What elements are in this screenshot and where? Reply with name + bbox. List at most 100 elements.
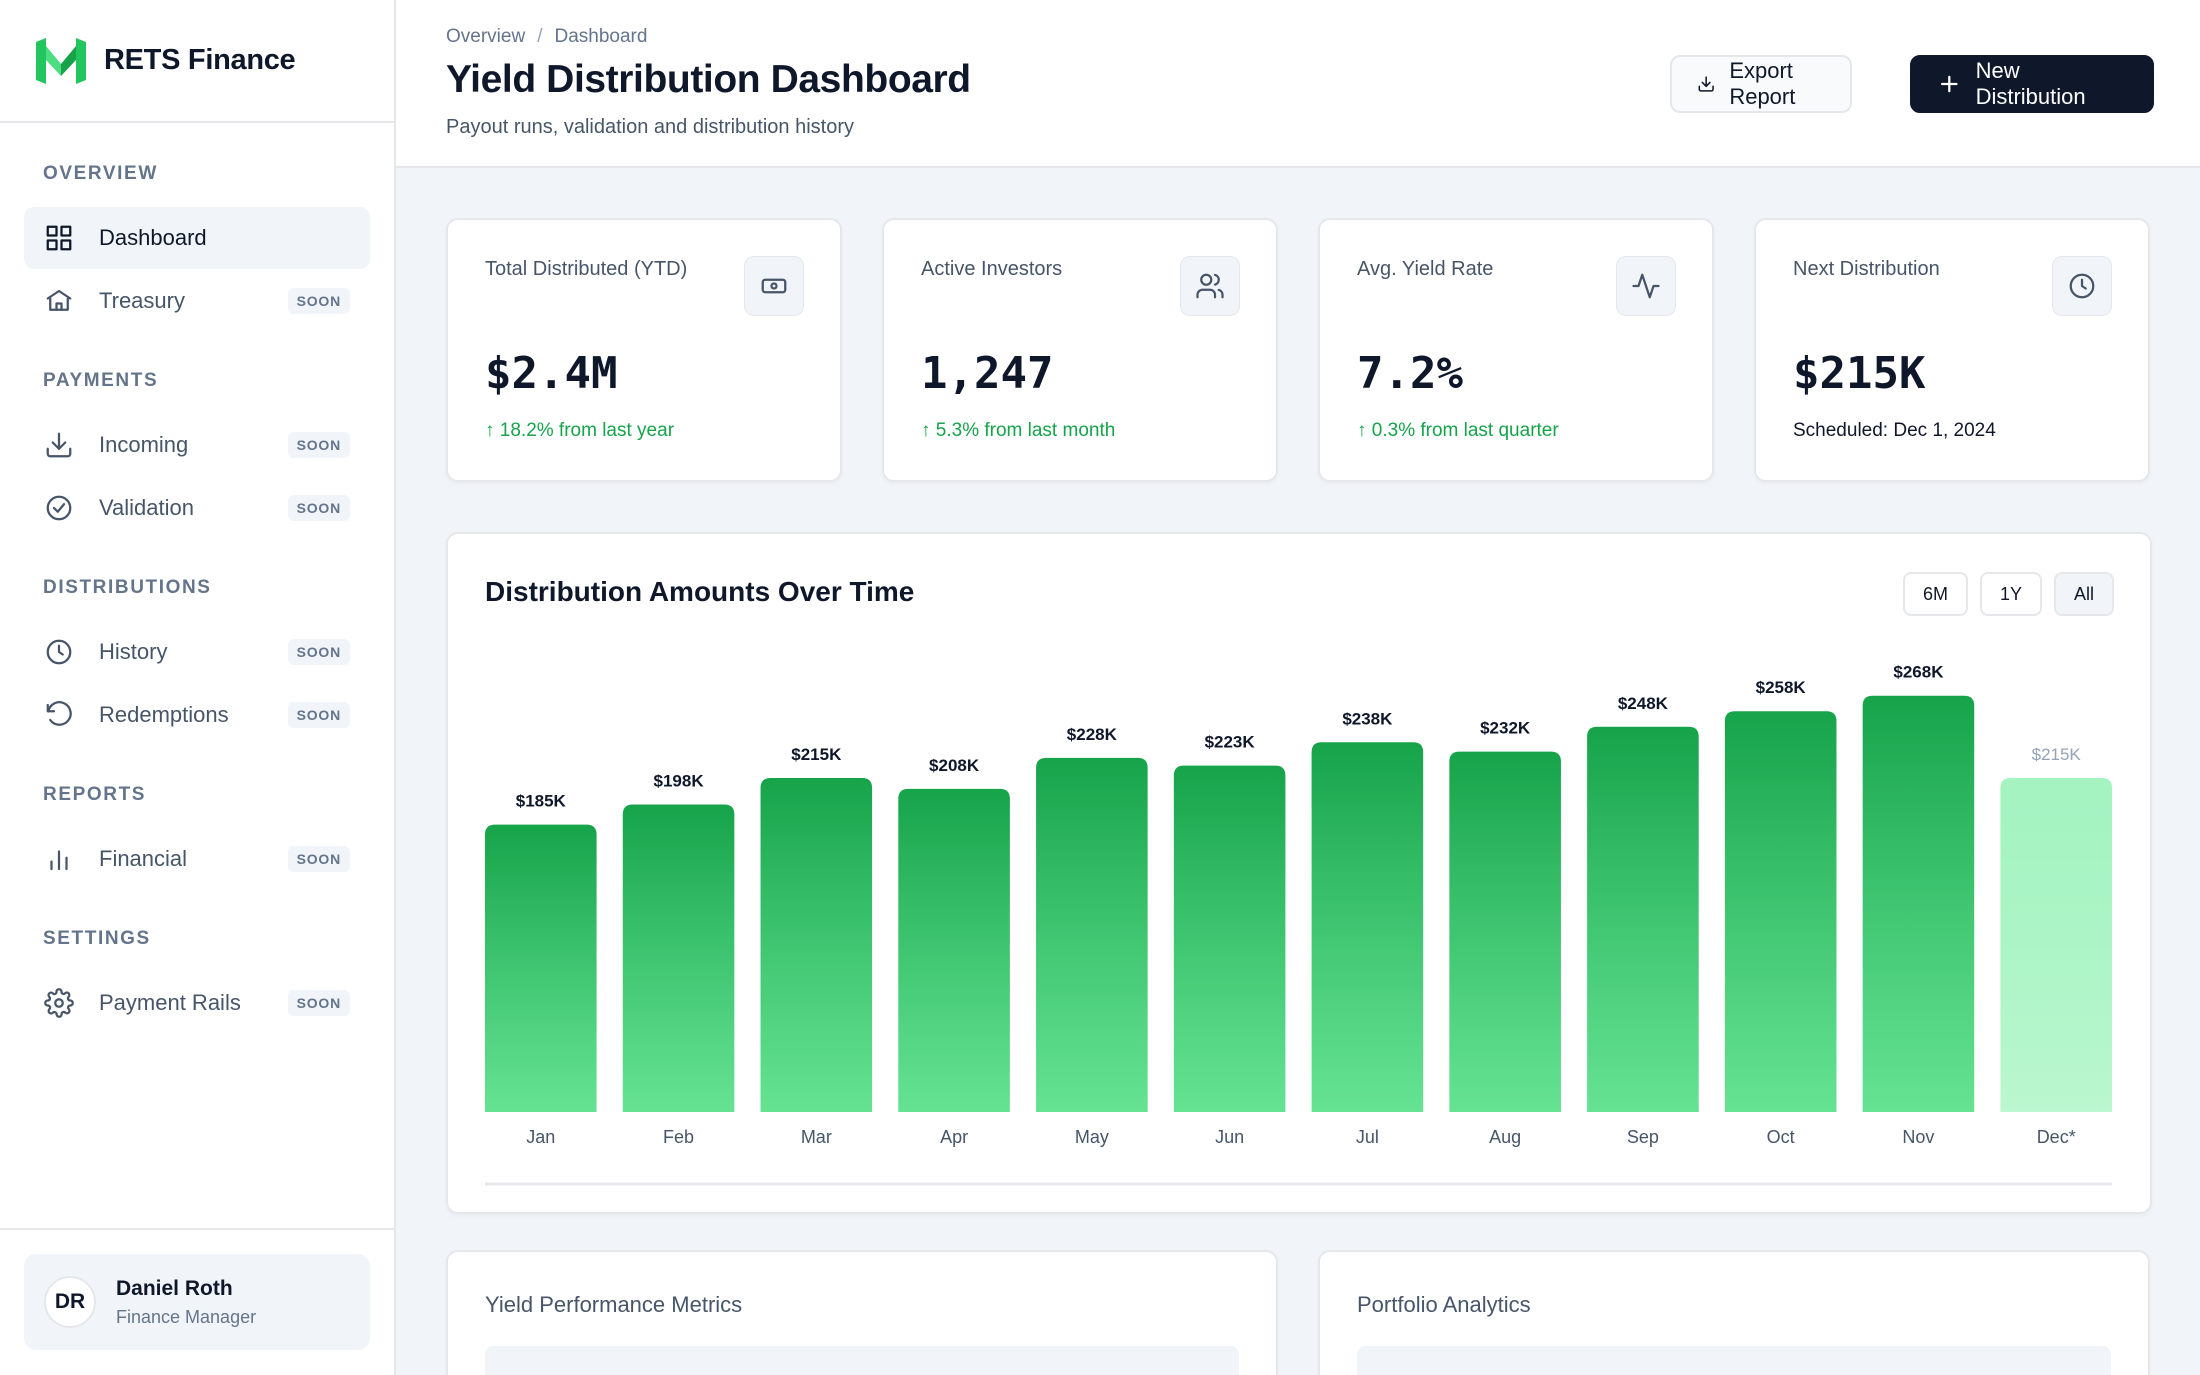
download-icon [43, 429, 75, 461]
clock-icon [43, 636, 75, 668]
clock-icon [2069, 273, 2095, 299]
bar-aug[interactable] [1449, 751, 1561, 1112]
bar-mar[interactable] [760, 778, 873, 1112]
metric-row [1357, 1346, 2111, 1375]
breadcrumb-separator: / [537, 26, 543, 47]
gear-icon [43, 987, 75, 1019]
bar-value-label: $215K [791, 745, 842, 764]
bar-jul[interactable] [1311, 742, 1424, 1112]
x-tick-label: May [1075, 1127, 1109, 1147]
stat-card: Active Investors 1,247 ↑ 5.3% from last mo… [882, 218, 1278, 482]
section-label-payments: PAYMENTS [43, 370, 159, 391]
users-icon [1180, 256, 1240, 316]
bar-chart-icon [43, 843, 75, 875]
sidebar-item-dashboard[interactable]: Dashboard [24, 207, 370, 269]
banknote-icon [744, 256, 804, 316]
section-label-distributions: DISTRIBUTIONS [43, 577, 212, 598]
bank-icon [43, 285, 75, 317]
gear-icon [44, 988, 74, 1018]
x-tick-label: Aug [1489, 1127, 1521, 1147]
bar-sep[interactable] [1587, 726, 1699, 1112]
x-tick-label: Oct [1767, 1127, 1795, 1147]
bar-oct[interactable] [1724, 711, 1837, 1112]
range-button-6m[interactable]: 6M [1902, 572, 1968, 616]
section-label-reports: REPORTS [43, 784, 147, 805]
x-tick-label: Apr [940, 1127, 968, 1147]
soon-badge: SOON [287, 495, 350, 521]
page-title: Yield Distribution Dashboard [446, 58, 971, 101]
activity-icon [1616, 256, 1676, 316]
soon-badge: SOON [287, 846, 350, 872]
sidebar-item-history[interactable]: History SOON [24, 621, 370, 683]
x-tick-label: Mar [801, 1127, 832, 1147]
bar-dec[interactable] [2000, 778, 2112, 1112]
sidebar-nav: OVERVIEW Dashboard Treasury SOON PAYMENTS Inc… [0, 123, 394, 1034]
bar-chart-icon [50, 850, 68, 871]
brand[interactable]: RETS Finance [0, 0, 394, 123]
export-report-label: Export Report [1729, 58, 1796, 109]
rotate-ccw-icon [43, 699, 75, 731]
bar-apr[interactable] [898, 788, 1010, 1112]
export-report-button[interactable]: Export Report [1670, 55, 1852, 113]
activity-icon [1632, 273, 1660, 299]
bar-jan[interactable] [485, 824, 597, 1112]
user-card[interactable]: DR Daniel Roth Finance Manager [24, 1254, 370, 1350]
metric-row [485, 1346, 1239, 1375]
bar-value-label: $238K [1342, 709, 1393, 728]
range-button-all[interactable]: All [2053, 572, 2114, 616]
sidebar-item-label: Payment Rails [99, 990, 241, 1015]
bar-value-label: $228K [1067, 725, 1118, 744]
check-circle-icon [46, 495, 72, 521]
bank-icon [46, 289, 72, 311]
bar-feb[interactable] [622, 804, 735, 1112]
sidebar-item-validation[interactable]: Validation SOON [24, 477, 370, 539]
bar-value-label: $248K [1618, 694, 1669, 713]
x-tick-label: Sep [1627, 1127, 1659, 1147]
soon-badge: SOON [287, 702, 350, 728]
page-header: Overview / Dashboard Yield Distribution … [396, 0, 2200, 168]
stat-card: Total Distributed (YTD) $2.4M ↑ 18.2% from… [446, 218, 842, 482]
x-tick-label: Jan [526, 1127, 555, 1147]
avatar: DR [44, 1276, 96, 1328]
sidebar-item-label: Dashboard [99, 225, 207, 250]
portfolio-analytics-title: Portfolio Analytics [1357, 1292, 1531, 1317]
bar-may[interactable] [1036, 757, 1148, 1112]
sidebar-item-incoming[interactable]: Incoming SOON [24, 414, 370, 476]
distribution-bar-chart: $185K Jan $198K Feb $215K Mar $208K Apr $228K May… [485, 663, 2112, 1186]
stat-label: Active Investors [921, 258, 1063, 280]
soon-badge: SOON [287, 639, 350, 665]
user-role: Finance Manager [116, 1306, 257, 1327]
check-circle-icon [43, 492, 75, 524]
stat-label: Total Distributed (YTD) [485, 258, 688, 280]
bar-value-label: $258K [1756, 678, 1807, 697]
new-distribution-button[interactable]: New Distribution [1910, 55, 2154, 113]
bar-value-label: $208K [929, 756, 980, 775]
sidebar-item-label: History [99, 639, 168, 664]
plus-icon [1940, 75, 1958, 93]
bar-jun[interactable] [1173, 765, 1286, 1112]
clock-icon [46, 639, 72, 665]
sidebar-item-financial[interactable]: Financial SOON [24, 828, 370, 890]
stat-value: $2.4M [485, 348, 618, 399]
grid-icon [43, 222, 75, 254]
brand-name: RETS Finance [104, 44, 296, 76]
soon-badge: SOON [287, 990, 350, 1016]
x-tick-label: Jul [1356, 1127, 1379, 1147]
distribution-chart-card: Distribution Amounts Over Time 6M 1Y All $… [446, 532, 2152, 1214]
stat-change: ↑ 18.2% from last year [485, 420, 675, 441]
stat-value: $215K [1793, 348, 1926, 399]
clock-icon [2052, 256, 2112, 316]
stat-label: Avg. Yield Rate [1357, 258, 1494, 280]
bar-nov[interactable] [1862, 695, 1975, 1112]
sidebar-item-label: Treasury [99, 288, 185, 313]
sidebar-item-payment-rails[interactable]: Payment Rails SOON [24, 972, 370, 1034]
breadcrumb-item-overview[interactable]: Overview [446, 26, 526, 47]
bar-value-label: $268K [1893, 663, 1944, 682]
sidebar-item-redemptions[interactable]: Redemptions SOON [24, 684, 370, 746]
download-icon [1698, 76, 1714, 92]
sidebar-item-treasury[interactable]: Treasury SOON [24, 270, 370, 332]
range-button-1y[interactable]: 1Y [1979, 572, 2042, 616]
sidebar-item-label: Redemptions [99, 702, 229, 727]
x-tick-label: Feb [663, 1127, 694, 1147]
bar-value-label: $185K [516, 792, 567, 811]
